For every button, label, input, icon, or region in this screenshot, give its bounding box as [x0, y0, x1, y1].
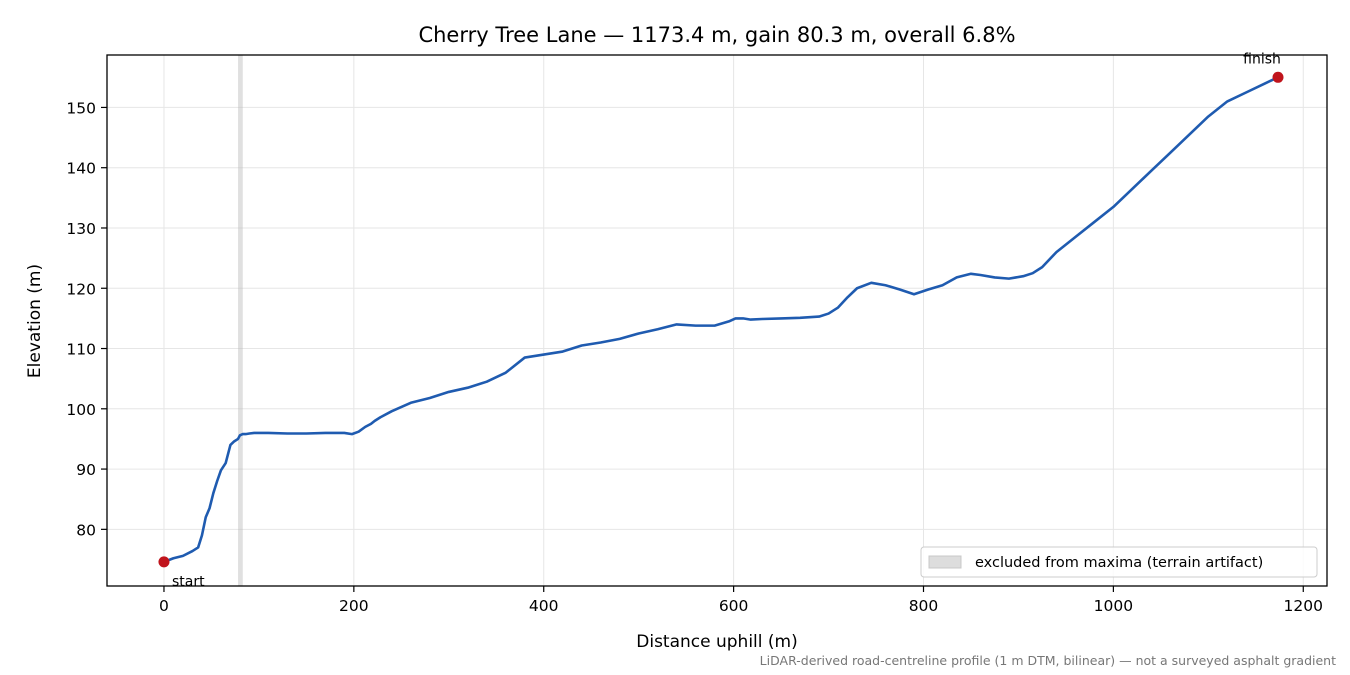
gridlines	[107, 55, 1327, 586]
y-tick-label: 90	[76, 461, 96, 479]
excluded-band-layer	[238, 55, 243, 586]
x-tick-label: 0	[159, 597, 169, 615]
legend-swatch-excluded	[928, 555, 962, 569]
finish-marker	[1272, 71, 1284, 83]
x-axis-label: Distance uphill (m)	[636, 632, 797, 652]
footnote: LiDAR-derived road-centreline profile (1…	[760, 653, 1336, 668]
y-tick-label: 120	[66, 280, 96, 298]
y-tick-label: 100	[66, 401, 96, 419]
x-tick-label: 200	[339, 597, 369, 615]
y-tick-label: 80	[76, 521, 96, 539]
elevation-line	[163, 76, 1279, 564]
marker-layer: start finish	[158, 51, 1284, 590]
x-axis-ticks: 0 200 400 600 800 1000 1200	[159, 586, 1323, 615]
x-tick-label: 400	[529, 597, 559, 615]
legend-box	[920, 546, 1318, 578]
x-tick-label: 800	[909, 597, 939, 615]
excluded-band	[238, 55, 243, 586]
plot-frame	[106, 54, 1328, 587]
start-marker	[158, 556, 170, 568]
legend: excluded from maxima (terrain artifact)	[920, 546, 1318, 578]
y-tick-label: 150	[66, 99, 96, 117]
y-tick-label: 140	[66, 160, 96, 178]
x-tick-label: 600	[719, 597, 749, 615]
y-tick-label: 110	[66, 341, 96, 359]
y-axis-ticks: 80 90 100 110 120 130 140 150	[66, 99, 107, 539]
series-layer	[163, 76, 1279, 564]
y-tick-label: 130	[66, 220, 96, 238]
y-axis-label: Elevation (m)	[25, 264, 45, 378]
finish-label: finish	[1243, 51, 1281, 67]
x-tick-label: 1200	[1284, 597, 1323, 615]
x-tick-label: 1000	[1094, 597, 1133, 615]
start-label: start	[172, 574, 205, 590]
chart-title: Cherry Tree Lane — 1173.4 m, gain 80.3 m…	[418, 23, 1015, 47]
legend-label-excluded: excluded from maxima (terrain artifact)	[975, 555, 1263, 571]
